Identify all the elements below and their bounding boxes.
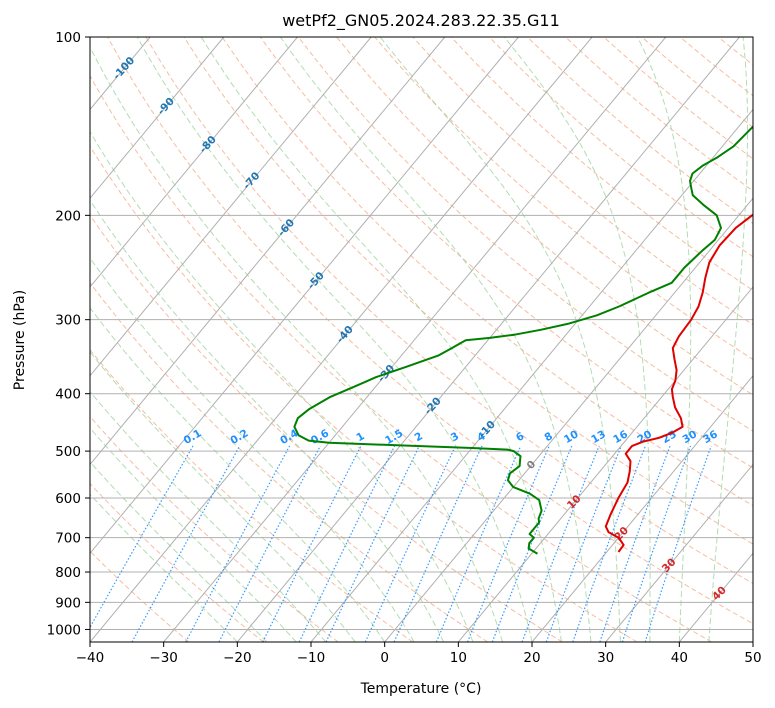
plot-background <box>90 37 753 642</box>
dry-adiabat <box>259 37 753 469</box>
moist-adiabat <box>279 37 592 642</box>
moist-adiabat <box>90 427 297 642</box>
isotherm <box>605 463 753 642</box>
mixing-ratio-line <box>435 445 522 642</box>
isotherm <box>90 37 519 555</box>
y-tick-label: 700 <box>55 531 81 547</box>
isotherm <box>531 374 753 642</box>
background-lines <box>0 37 775 642</box>
moist-adiabat <box>90 390 327 642</box>
plot-frame <box>89 36 754 643</box>
chart-title: wetPf2_GN05.2024.283.22.35.G11 <box>282 11 560 31</box>
sounding-profiles <box>293 125 753 555</box>
x-axis-label: Temperature (°C) <box>360 681 482 697</box>
y-tick-label: 200 <box>55 208 81 224</box>
y-tick-label: 800 <box>55 565 81 581</box>
y-axis-label: Pressure (hPa) <box>12 290 28 390</box>
dry-adiabat <box>374 37 753 361</box>
dry-adiabat <box>412 37 753 326</box>
mixing-ratio-line <box>131 445 241 642</box>
y-tick-label: 500 <box>55 444 81 460</box>
isotherm <box>90 37 446 466</box>
mixing-ratio-line <box>393 445 483 642</box>
y-tick-label: 900 <box>55 595 81 611</box>
moist-adiabat <box>90 461 268 642</box>
isotherm <box>90 37 225 200</box>
isotherm <box>0 37 3 642</box>
mixing-ratio-line <box>491 445 573 642</box>
x-tick-label: 20 <box>523 650 540 666</box>
mixing-ratio-line <box>90 445 194 629</box>
y-tick-label: 400 <box>55 387 81 403</box>
axis-ticks: −40 −30 −20 −10 0 10 20 30 40 50 100 200 300 400 500 60… <box>47 30 762 666</box>
mixing-ratio-line <box>466 445 550 642</box>
moist-adiabat <box>379 37 621 642</box>
mixing-ratio-line <box>572 445 646 642</box>
isotherm <box>90 37 372 377</box>
dry-adiabat <box>90 145 638 642</box>
dry-adiabat <box>756 37 775 642</box>
mixing-ratio-line <box>325 445 420 642</box>
dry-adiabat <box>90 74 712 642</box>
moist-adiabat <box>90 46 503 642</box>
mixing-ratio-line <box>545 445 622 642</box>
dry-adiabat <box>90 482 264 642</box>
moist-adiabat <box>90 351 356 642</box>
y-tick-label: 1000 <box>47 622 81 638</box>
dry-adiabat <box>90 281 488 642</box>
temperature-profile <box>604 213 753 553</box>
mixing-ratio-line <box>262 445 362 642</box>
dry-adiabat <box>145 37 753 584</box>
dewpoint-profile <box>293 125 753 555</box>
isotherm <box>90 37 298 288</box>
y-tick-label: 300 <box>55 313 81 329</box>
isotherm <box>236 37 740 642</box>
moist-adiabat <box>90 199 445 642</box>
x-tick-label: 50 <box>744 650 761 666</box>
isotherm <box>457 286 753 642</box>
x-tick-label: −20 <box>223 650 252 666</box>
mixing-ratio-line <box>644 445 712 642</box>
mixing-ratio-line <box>364 445 457 642</box>
dry-adiabat <box>90 214 563 642</box>
mixing-ratio-line <box>621 445 692 642</box>
x-tick-label: −40 <box>76 650 105 666</box>
mixing-ratio-line <box>521 445 600 642</box>
mixing-ratio-line <box>298 445 396 642</box>
moist-adiabat <box>708 37 748 642</box>
isotherm <box>163 37 667 642</box>
moist-adiabat <box>503 37 651 642</box>
y-tick-label: 100 <box>55 30 81 46</box>
moist-adiabat <box>90 257 415 642</box>
x-tick-label: 40 <box>671 650 688 666</box>
y-tick-label: 600 <box>55 491 81 507</box>
isotherm <box>90 37 593 642</box>
x-tick-label: −30 <box>149 650 178 666</box>
x-tick-label: −10 <box>297 650 326 666</box>
x-tick-label: 0 <box>380 650 389 666</box>
moist-adiabat <box>136 37 533 642</box>
moist-adiabat <box>637 37 692 642</box>
dry-adiabat <box>107 37 753 625</box>
mixing-ratio-line <box>599 445 671 642</box>
isotherm <box>384 197 753 642</box>
moist-adiabat <box>90 130 474 642</box>
x-tick-label: 30 <box>597 650 614 666</box>
isotherm <box>752 641 753 642</box>
x-tick-label: 10 <box>450 650 467 666</box>
isotherm <box>310 108 753 642</box>
